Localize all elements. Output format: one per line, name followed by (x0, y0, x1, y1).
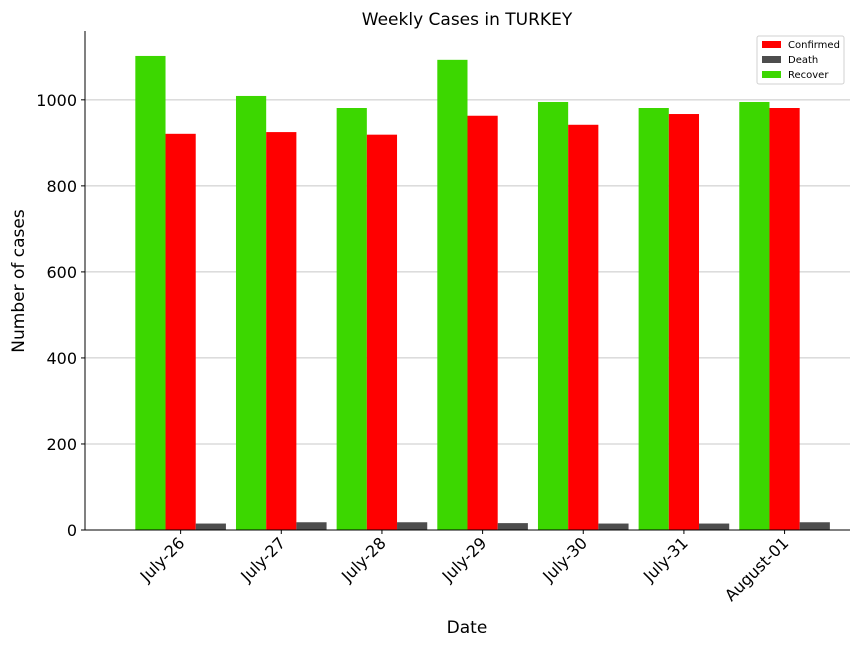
bar-recover-july-26 (135, 55, 166, 530)
bar-death-july-28 (397, 522, 428, 530)
bar-confirmed-july-27 (266, 132, 297, 530)
y-tick-label: 400 (46, 349, 77, 368)
legend: Confirmed Death Recover (756, 35, 845, 85)
y-axis-title: Number of cases (9, 209, 29, 353)
bar-confirmed-july-30 (568, 124, 599, 530)
legend-swatch-recover (762, 71, 781, 78)
bar-recover-july-28 (336, 108, 367, 531)
bar-confirmed-july-31 (668, 114, 700, 530)
bar-death-july-29 (497, 523, 528, 530)
bar-confirmed-july-29 (467, 115, 498, 531)
x-tick-label: July-29 (438, 533, 491, 586)
axes (84, 31, 850, 531)
legend-swatch-death (762, 56, 781, 63)
x-tick-label: July-30 (538, 533, 591, 586)
legend-swatch-confirmed (762, 41, 781, 48)
bar-confirmed-july-28 (366, 134, 398, 530)
bar-recover-august-01 (739, 101, 770, 530)
bars (135, 55, 830, 531)
x-tick-label: July-26 (136, 533, 189, 586)
y-tick-label: 0 (67, 521, 77, 540)
bar-recover-july-30 (537, 101, 569, 530)
bar-death-august-01 (799, 522, 830, 530)
bar-death-july-26 (195, 523, 226, 530)
bar-recover-july-31 (638, 108, 669, 531)
bar-recover-july-27 (235, 95, 267, 531)
legend-label-death: Death (788, 55, 818, 66)
y-tick-label: 600 (46, 263, 77, 282)
x-tick-label: July-31 (639, 533, 692, 586)
chart-title: Weekly Cases in TURKEY (362, 10, 573, 30)
bar-confirmed-august-01 (769, 108, 800, 531)
bar-recover-july-29 (437, 59, 468, 530)
x-tick-label: July-27 (236, 533, 289, 586)
bar-death-july-30 (598, 523, 629, 530)
x-tick-label: August-01 (721, 533, 793, 605)
y-tick-label: 200 (46, 435, 77, 454)
x-axis-title: Date (447, 618, 488, 638)
legend-label-recover: Recover (788, 70, 829, 81)
x-tick-label: July-28 (337, 533, 390, 586)
bar-death-july-31 (699, 523, 730, 530)
bar-death-july-27 (296, 522, 327, 530)
y-tick-label: 1000 (36, 91, 77, 110)
x-tick-labels: July-26 July-27 July-28 July-29 July-30 July-… (136, 530, 793, 605)
y-tick-label: 800 (46, 177, 77, 196)
y-tick-labels: 0 200 400 600 800 1000 (36, 91, 85, 540)
bar-confirmed-july-26 (165, 133, 196, 530)
legend-label-confirmed: Confirmed (788, 40, 840, 51)
